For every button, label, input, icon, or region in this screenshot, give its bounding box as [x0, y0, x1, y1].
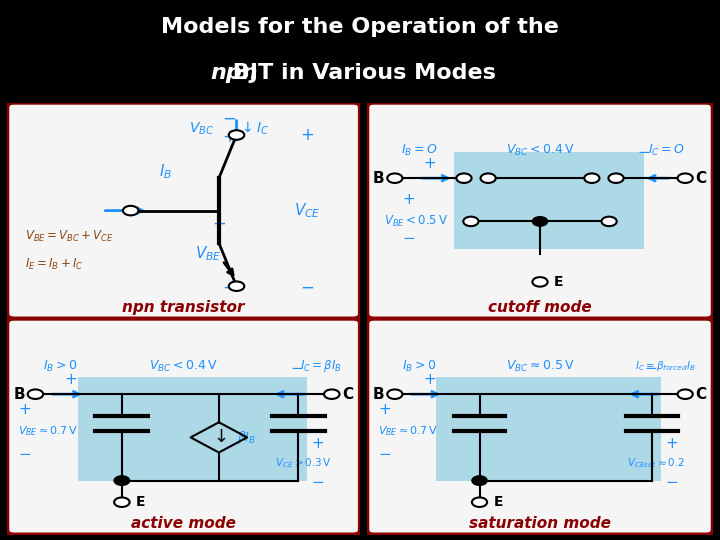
Text: $V_{BE}$: $V_{BE}$	[195, 245, 222, 263]
Text: C: C	[343, 387, 354, 402]
Text: $V_{BC} \approx 0.5\,\mathrm{V}$: $V_{BC} \approx 0.5\,\mathrm{V}$	[505, 359, 575, 374]
Text: $-$: $-$	[402, 229, 415, 244]
Text: $V_{BE} = V_{BC} + V_{CE}$: $V_{BE} = V_{BC} + V_{CE}$	[24, 229, 114, 244]
Text: B: B	[13, 387, 24, 402]
Text: $V_{CE} > 0.3\,\mathrm{V}$: $V_{CE} > 0.3\,\mathrm{V}$	[275, 456, 332, 470]
Text: $-$: $-$	[290, 359, 303, 374]
Text: $V_{BC} < 0.4\,\mathrm{V}$: $V_{BC} < 0.4\,\mathrm{V}$	[149, 359, 218, 374]
Circle shape	[229, 281, 244, 291]
Circle shape	[608, 173, 624, 183]
Circle shape	[456, 173, 472, 183]
Text: $V_{BE} \approx 0.7\,\mathrm{V}$: $V_{BE} \approx 0.7\,\mathrm{V}$	[377, 424, 438, 438]
Text: $V_{CEsat} \approx 0.2$: $V_{CEsat} \approx 0.2$	[627, 456, 685, 470]
Circle shape	[123, 206, 138, 215]
Text: BJT in Various Modes: BJT in Various Modes	[225, 63, 495, 83]
Text: npn transistor: npn transistor	[122, 300, 245, 315]
Text: $I_B > 0$: $I_B > 0$	[43, 359, 77, 374]
Circle shape	[472, 476, 487, 485]
Text: $I_C = \beta_{forced} I_B$: $I_C = \beta_{forced} I_B$	[635, 359, 696, 373]
Text: $-$: $-$	[644, 359, 657, 374]
Text: $+$: $+$	[402, 192, 415, 207]
Text: $+$: $+$	[64, 372, 77, 387]
Circle shape	[229, 130, 244, 140]
Circle shape	[387, 389, 402, 399]
FancyBboxPatch shape	[7, 103, 360, 319]
Circle shape	[480, 173, 496, 183]
Text: $V_{BE} \approx 0.7\,\mathrm{V}$: $V_{BE} \approx 0.7\,\mathrm{V}$	[18, 424, 78, 438]
Text: Models for the Operation of the: Models for the Operation of the	[161, 17, 559, 37]
Text: $V_{CE}$: $V_{CE}$	[294, 201, 320, 220]
Bar	[454, 152, 644, 249]
Text: E: E	[554, 275, 563, 289]
Text: $V_{BC}$: $V_{BC}$	[189, 120, 214, 137]
Text: B: B	[373, 171, 384, 186]
Text: $+$: $+$	[18, 402, 32, 417]
Text: $+$: $+$	[378, 402, 391, 417]
Circle shape	[387, 173, 402, 183]
Text: $+$: $+$	[423, 372, 436, 387]
Text: $-$: $-$	[311, 473, 324, 488]
Circle shape	[678, 389, 693, 399]
Text: $-$: $-$	[18, 445, 32, 460]
Text: $+$: $+$	[212, 214, 226, 233]
Circle shape	[463, 217, 479, 226]
Text: C: C	[696, 171, 706, 186]
Text: $I_E = I_B + I_C$: $I_E = I_B + I_C$	[24, 257, 84, 272]
Text: $\downarrow$: $\downarrow$	[210, 428, 228, 447]
Text: E: E	[493, 495, 503, 509]
Text: $I_B = O$: $I_B = O$	[400, 143, 438, 158]
Text: $-$: $-$	[665, 473, 678, 488]
Text: $-$: $-$	[222, 277, 237, 295]
Text: $-$: $-$	[378, 445, 391, 460]
Circle shape	[114, 497, 130, 507]
Text: $+$: $+$	[300, 126, 314, 144]
Circle shape	[601, 217, 617, 226]
Circle shape	[532, 217, 548, 226]
Text: $I_C = \beta I_B$: $I_C = \beta I_B$	[300, 358, 343, 374]
FancyBboxPatch shape	[367, 319, 713, 535]
Text: $-$: $-$	[637, 143, 650, 158]
Text: $V_{BC} < 0.4\,\mathrm{V}$: $V_{BC} < 0.4\,\mathrm{V}$	[505, 143, 575, 158]
Circle shape	[584, 173, 600, 183]
Text: $I_B > 0$: $I_B > 0$	[402, 359, 436, 374]
Circle shape	[324, 389, 340, 399]
Circle shape	[27, 389, 43, 399]
Text: $+$: $+$	[423, 156, 436, 171]
Text: B: B	[373, 387, 384, 402]
Text: $\beta I_B$: $\beta I_B$	[236, 429, 256, 446]
FancyBboxPatch shape	[367, 103, 713, 319]
Text: $+$: $+$	[311, 436, 324, 451]
Circle shape	[532, 277, 548, 287]
Circle shape	[472, 497, 487, 507]
Text: $V_{BE} < 0.5\,\mathrm{V}$: $V_{BE} < 0.5\,\mathrm{V}$	[384, 214, 449, 229]
Text: npn: npn	[210, 63, 258, 83]
Circle shape	[114, 476, 130, 485]
Text: E: E	[136, 495, 145, 509]
Text: C: C	[696, 387, 706, 402]
Text: active mode: active mode	[131, 516, 236, 531]
Text: $+$: $+$	[665, 436, 678, 451]
Text: $\downarrow I_C$: $\downarrow I_C$	[239, 120, 269, 137]
Text: $I_B$: $I_B$	[159, 163, 173, 181]
Bar	[436, 377, 661, 481]
Text: $-$: $-$	[222, 109, 237, 127]
Text: cutoff mode: cutoff mode	[488, 300, 592, 315]
Text: saturation mode: saturation mode	[469, 516, 611, 531]
Circle shape	[678, 173, 693, 183]
FancyBboxPatch shape	[7, 319, 360, 535]
Bar	[78, 377, 307, 481]
Text: $-$: $-$	[300, 277, 314, 295]
Text: $+$: $+$	[222, 128, 237, 146]
Text: $I_C = O$: $I_C = O$	[648, 143, 685, 158]
